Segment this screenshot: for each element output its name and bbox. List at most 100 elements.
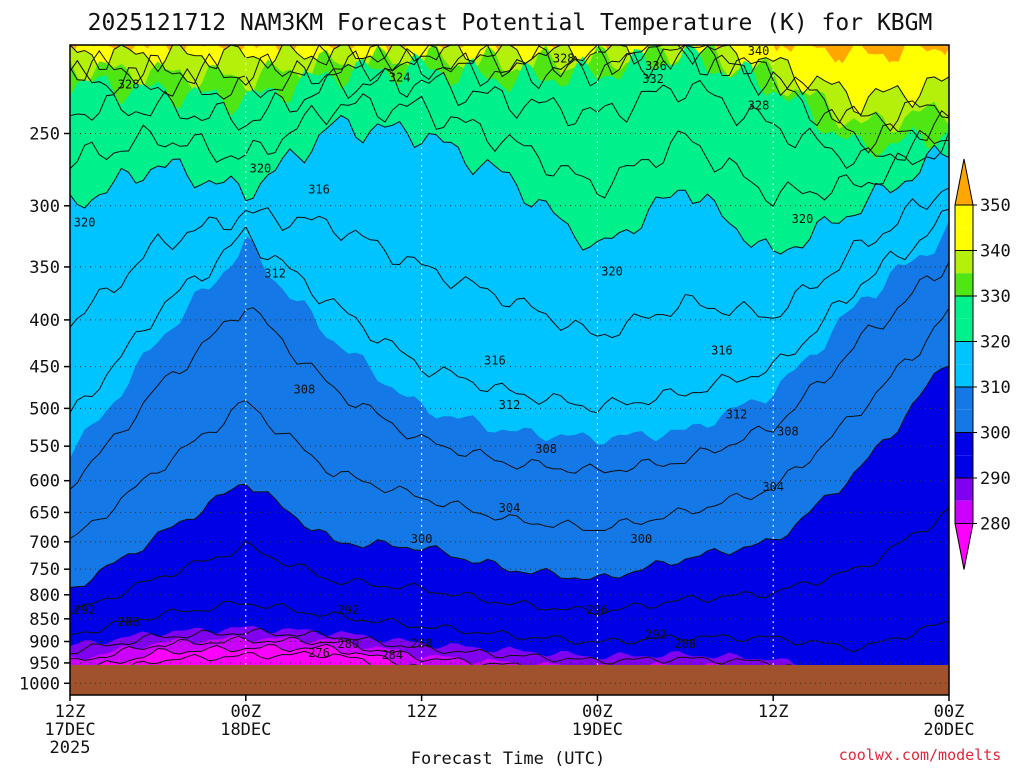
y-tick-label: 800 (29, 586, 60, 606)
colorbar-segment-285 (955, 500, 973, 524)
x-axis-label: Forecast Time (UTC) (411, 749, 605, 768)
contour-label: 316 (484, 353, 506, 367)
contour-308 (70, 261, 949, 490)
colorbar-label: 280 (980, 515, 1011, 535)
contour-332 (70, 45, 949, 154)
colorbar-segment-335 (955, 273, 973, 296)
contour-label: 312 (264, 267, 286, 281)
contour-324 (70, 93, 949, 207)
contour-300 (70, 365, 949, 588)
contour-label: 300 (631, 532, 653, 546)
contour-label: 320 (792, 212, 814, 226)
x-tick-label: 19DEC (572, 720, 623, 740)
ground-mask (70, 665, 949, 695)
y-tick-label: 450 (29, 358, 60, 378)
y-tick-label: 850 (29, 610, 60, 630)
y-tick-label: 900 (29, 632, 60, 652)
colorbar-segment-320 (955, 341, 973, 365)
contour-label: 312 (726, 408, 748, 422)
x-tick-label: 00Z (230, 702, 261, 722)
x-tick-label: 12Z (406, 702, 437, 722)
contour-label: 316 (711, 343, 733, 357)
y-tick-label: 700 (29, 533, 60, 553)
x-tick-label: 20DEC (923, 720, 974, 740)
contour-label: 324 (389, 70, 411, 84)
colorbar-segment-295 (955, 455, 973, 478)
x-tick-label: 12Z (55, 702, 86, 722)
colorbar-segment-345 (955, 227, 973, 251)
contour-304 (70, 307, 949, 539)
contour-label: 300 (411, 532, 433, 546)
contour-label: 288 (118, 615, 140, 629)
contour-label: 332 (642, 72, 664, 86)
contour-label: 316 (308, 183, 330, 197)
x-tick-label: 18DEC (220, 720, 271, 740)
contour-label: 288 (674, 637, 696, 651)
chart-title: 2025121712 NAM3KM Forecast Potential Tem… (88, 10, 933, 36)
contour-label: 308 (294, 383, 316, 397)
contour-label: 320 (74, 216, 96, 230)
contour-336 (70, 45, 949, 132)
plot-frame (69, 44, 950, 696)
grid-lines (70, 45, 949, 695)
contour-label: 320 (250, 161, 272, 175)
contour-label: 308 (535, 442, 557, 456)
y-tick-label: 1000 (19, 674, 60, 694)
y-tick-label: 250 (29, 124, 60, 144)
contour-label: 276 (308, 646, 330, 660)
colorbar-label: 310 (980, 378, 1011, 398)
y-tick-label: 350 (29, 258, 60, 278)
colorbar-segment-290 (955, 478, 973, 501)
colorbar: 280 290 300 310 320 330 340 350 (954, 158, 1011, 570)
contour-312 (70, 208, 949, 414)
contour-label: 304 (499, 501, 521, 515)
contour-label: 328 (553, 52, 575, 66)
credit-text: coolwx.com/modelts (839, 746, 1002, 764)
contour-label: 288 (411, 637, 433, 651)
x-tick-label: 2025 (50, 738, 91, 758)
contour-label: 304 (762, 480, 784, 494)
y-tick-label: 400 (29, 311, 60, 331)
y-tick-label: 550 (29, 437, 60, 457)
contour-label: 308 (777, 424, 799, 438)
colorbar-label: 350 (980, 196, 1011, 216)
contour-label: 292 (338, 603, 360, 617)
theta-fill-bands (70, 45, 949, 695)
colorbar-segment-310 (955, 387, 973, 410)
contour-label: 320 (601, 264, 623, 278)
x-tick-label: 00Z (934, 702, 965, 722)
colorbar-segment-350 (955, 205, 973, 228)
contour-label: 340 (748, 44, 770, 58)
colorbar-label: 300 (980, 424, 1011, 444)
contour-label: 292 (74, 603, 96, 617)
y-tick-label: 600 (29, 472, 60, 492)
colorbar-label: 340 (980, 242, 1011, 262)
x-tick-label: 12Z (758, 702, 789, 722)
contour-label: 296 (587, 603, 609, 617)
colorbar-segment-305 (955, 409, 973, 433)
colorbar-label: 330 (980, 287, 1011, 307)
contour-label: 312 (499, 398, 521, 412)
contour-label: 280 (338, 637, 360, 651)
colorbar-bottom-arrow (954, 523, 974, 570)
colorbar-segment-325 (955, 318, 973, 342)
colorbar-label: 320 (980, 333, 1011, 353)
x-tick-label: 17DEC (44, 720, 95, 740)
colorbar-top-arrow (954, 158, 974, 206)
colorbar-segment-315 (955, 364, 973, 387)
colorbar-segment-340 (955, 250, 973, 274)
x-tick-label: 00Z (582, 702, 613, 722)
contour-label: 284 (381, 648, 403, 662)
y-tick-label: 950 (29, 654, 60, 674)
y-tick-label: 500 (29, 399, 60, 419)
y-tick-label: 750 (29, 560, 60, 580)
y-tick-label: 300 (29, 197, 60, 217)
contour-316 (70, 187, 949, 339)
contour-320 (70, 114, 949, 255)
contour-label: 328 (748, 99, 770, 113)
colorbar-label: 290 (980, 469, 1011, 489)
contour-328 (70, 67, 949, 169)
